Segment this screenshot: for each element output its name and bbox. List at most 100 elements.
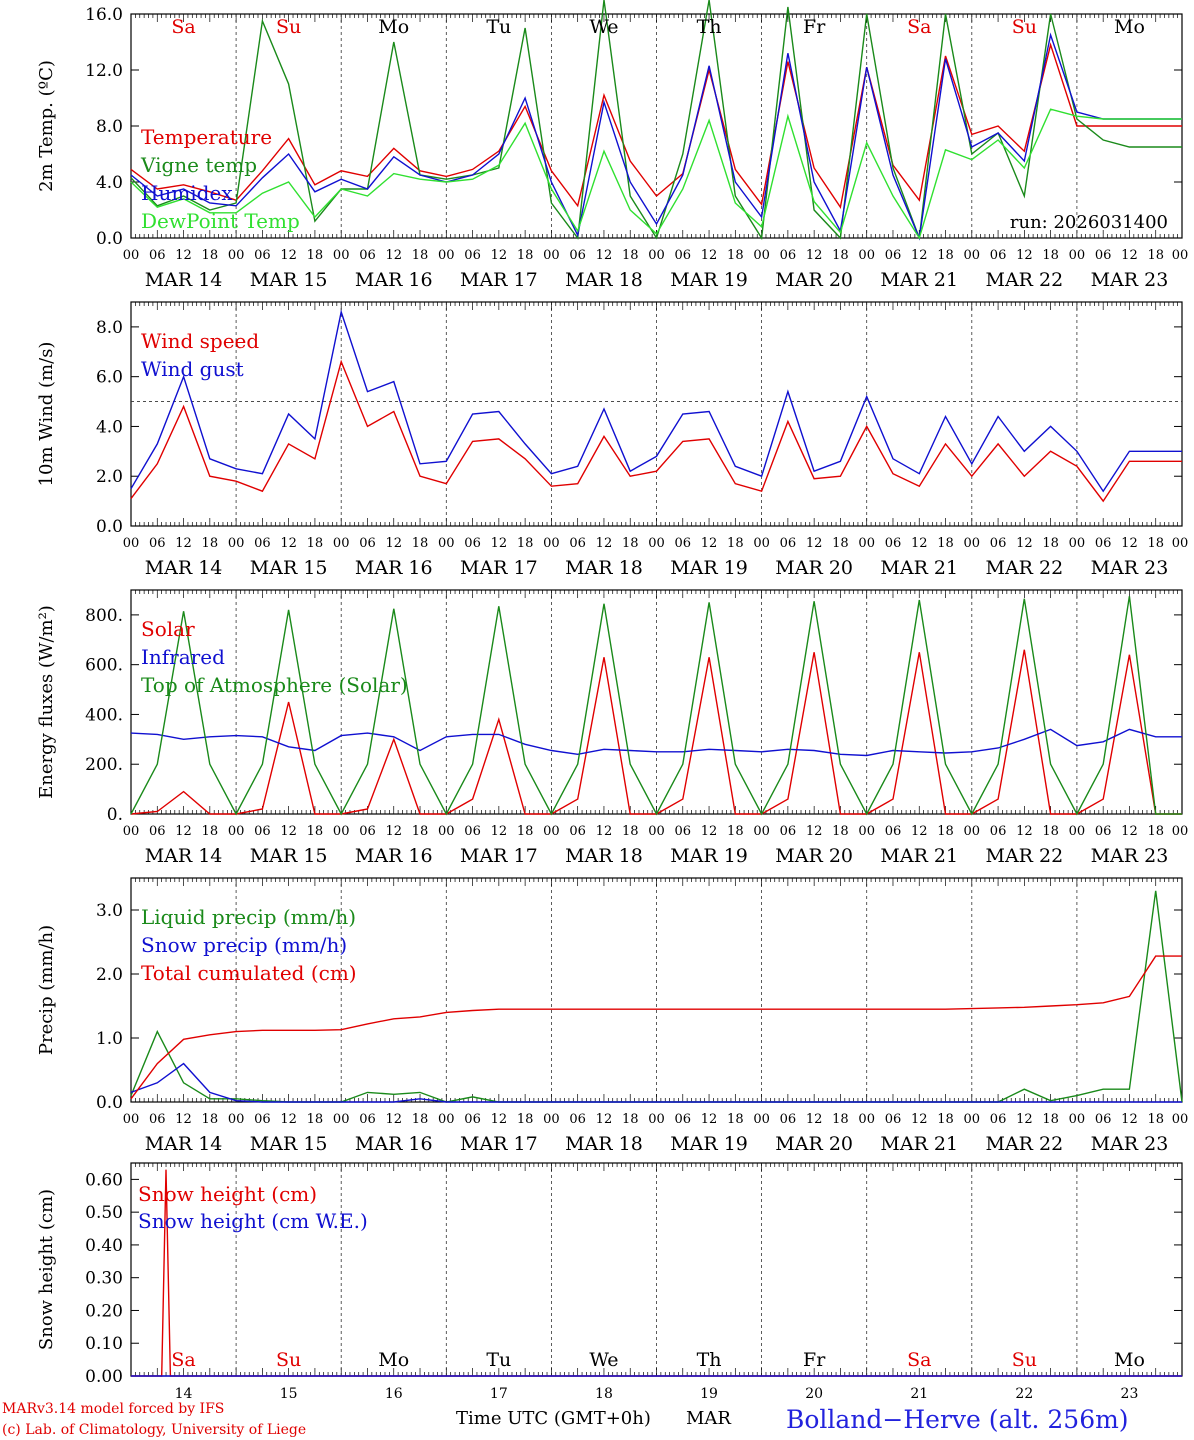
hour-label: 12 bbox=[491, 536, 508, 551]
day-name-label: Tu bbox=[486, 1349, 511, 1371]
hour-label: 00 bbox=[333, 824, 350, 839]
hour-label: 06 bbox=[254, 1112, 271, 1127]
y-tick-label: 0.40 bbox=[85, 1236, 123, 1256]
date-label: MAR 17 bbox=[460, 557, 538, 579]
hour-label: 00 bbox=[438, 1112, 455, 1127]
legend-entry: Temperature bbox=[141, 125, 272, 149]
y-tick-label: 1.0 bbox=[96, 1029, 123, 1049]
month-label: MAR bbox=[686, 1408, 731, 1429]
hour-label: 12 bbox=[806, 824, 823, 839]
date-label: MAR 22 bbox=[985, 557, 1063, 579]
hour-label: 00 bbox=[1069, 248, 1086, 263]
hour-label: 00 bbox=[753, 536, 770, 551]
hour-label: 00 bbox=[123, 536, 140, 551]
day-name-label: We bbox=[589, 16, 618, 38]
plot-frame bbox=[130, 13, 1183, 239]
series-line-2 bbox=[130, 728, 1182, 757]
hour-label: 12 bbox=[385, 1112, 402, 1127]
hour-label: 00 bbox=[1172, 248, 1189, 263]
hour-label: 06 bbox=[675, 824, 692, 839]
hour-label: 00 bbox=[228, 1112, 245, 1127]
hour-label: 06 bbox=[464, 1112, 481, 1127]
time-axis-label: Time UTC (GMT+0h) bbox=[456, 1408, 651, 1429]
hour-label: 18 bbox=[517, 536, 534, 551]
date-label: MAR 23 bbox=[1091, 269, 1169, 291]
date-label: MAR 18 bbox=[565, 557, 643, 579]
hour-label: 00 bbox=[858, 1112, 875, 1127]
hour-label: 06 bbox=[1095, 1112, 1112, 1127]
hour-label: 18 bbox=[412, 536, 429, 551]
hour-label: 18 bbox=[1042, 248, 1059, 263]
date-label: MAR 20 bbox=[775, 269, 853, 291]
hour-label: 18 bbox=[937, 1112, 954, 1127]
hour-label: 12 bbox=[280, 248, 297, 263]
hour-label: 06 bbox=[780, 536, 797, 551]
date-label: MAR 14 bbox=[145, 1133, 223, 1155]
hour-label: 00 bbox=[438, 248, 455, 263]
hour-label: 00 bbox=[123, 1112, 140, 1127]
date-label: MAR 19 bbox=[670, 1133, 748, 1155]
legend-entry: Wind speed bbox=[141, 329, 259, 353]
y-tick-label: 800. bbox=[85, 606, 123, 626]
hour-label: 00 bbox=[1069, 1112, 1086, 1127]
day-name-label: Su bbox=[276, 16, 301, 38]
hour-label: 06 bbox=[149, 824, 166, 839]
legend-entry: Snow precip (mm/h) bbox=[141, 933, 347, 957]
credit-line-1: MARv3.14 model forced by IFS bbox=[2, 1401, 224, 1417]
date-label: MAR 15 bbox=[250, 845, 328, 867]
series-line-2 bbox=[130, 309, 1182, 493]
hour-label: 18 bbox=[622, 824, 639, 839]
hour-label: 06 bbox=[990, 1112, 1007, 1127]
day-name-label: Fr bbox=[803, 1349, 826, 1371]
day-number-label: 17 bbox=[490, 1386, 508, 1402]
hour-label: 06 bbox=[885, 824, 902, 839]
hour-label: 12 bbox=[491, 1112, 508, 1127]
panel-4: 0.0 1.0 2.0 3.0 Precip (mm/h) Liquid precip (… bbox=[36, 877, 1188, 1155]
hour-label: 06 bbox=[254, 824, 271, 839]
date-label: MAR 18 bbox=[565, 845, 643, 867]
date-label: MAR 16 bbox=[355, 845, 433, 867]
day-name-label: Sa bbox=[171, 16, 195, 38]
hour-label: 00 bbox=[753, 824, 770, 839]
hour-label: 06 bbox=[569, 824, 586, 839]
y-tick-label: 12.0 bbox=[85, 61, 123, 81]
date-label: MAR 20 bbox=[775, 557, 853, 579]
hour-label: 00 bbox=[123, 824, 140, 839]
hour-label: 12 bbox=[385, 536, 402, 551]
hour-label: 00 bbox=[648, 824, 665, 839]
date-label: MAR 22 bbox=[985, 269, 1063, 291]
legend-entry: Snow height (cm W.E.) bbox=[138, 1209, 368, 1233]
date-label: MAR 22 bbox=[985, 1133, 1063, 1155]
hour-label: 18 bbox=[307, 248, 324, 263]
hour-label: 00 bbox=[228, 248, 245, 263]
hour-label: 00 bbox=[438, 536, 455, 551]
hour-label: 06 bbox=[1095, 536, 1112, 551]
date-label: MAR 23 bbox=[1091, 1133, 1169, 1155]
credit-line-2: (c) Lab. of Climatology, University of L… bbox=[2, 1422, 306, 1438]
hour-label: 00 bbox=[648, 1112, 665, 1127]
hour-label: 18 bbox=[832, 536, 849, 551]
hour-label: 18 bbox=[1042, 536, 1059, 551]
hour-label: 12 bbox=[175, 1112, 192, 1127]
hour-label: 12 bbox=[280, 1112, 297, 1127]
day-number-label: 15 bbox=[280, 1386, 298, 1402]
y-tick-label: 4.0 bbox=[96, 173, 123, 193]
y-tick-label: 6.0 bbox=[96, 368, 123, 388]
date-label: MAR 16 bbox=[355, 269, 433, 291]
date-label: MAR 19 bbox=[670, 845, 748, 867]
hour-label: 18 bbox=[202, 824, 219, 839]
hour-label: 12 bbox=[911, 248, 928, 263]
y-tick-label: 2.0 bbox=[96, 467, 123, 487]
day-name-label: Sa bbox=[171, 1349, 195, 1371]
hour-label: 12 bbox=[806, 1112, 823, 1127]
date-label: MAR 17 bbox=[460, 269, 538, 291]
date-label: MAR 21 bbox=[880, 557, 958, 579]
hour-label: 00 bbox=[753, 248, 770, 263]
hour-label: 00 bbox=[648, 536, 665, 551]
y-tick-label: 4.0 bbox=[96, 417, 123, 437]
series-line-1 bbox=[130, 359, 1182, 503]
hour-label: 18 bbox=[202, 536, 219, 551]
hour-label: 12 bbox=[1016, 248, 1033, 263]
series-line-4 bbox=[130, 108, 1182, 240]
hour-label: 18 bbox=[622, 1112, 639, 1127]
